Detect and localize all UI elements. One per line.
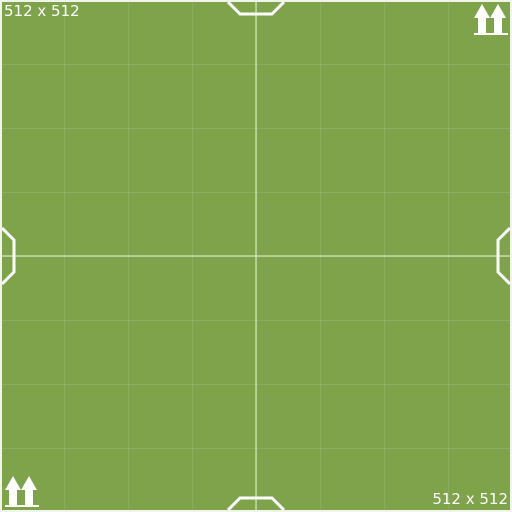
double-up-arrow-icon-top-right [474, 4, 508, 35]
size-label-top-left: 512 x 512 [4, 2, 80, 20]
bottom-edge-notch [226, 496, 286, 510]
right-edge-notch [496, 226, 510, 286]
double-up-arrow-icon-bottom-left [5, 476, 39, 507]
top-edge-notch [226, 2, 286, 16]
size-label-bottom-right: 512 x 512 [432, 490, 508, 508]
left-edge-notch [2, 226, 16, 286]
horizontal-center-line [2, 255, 510, 257]
